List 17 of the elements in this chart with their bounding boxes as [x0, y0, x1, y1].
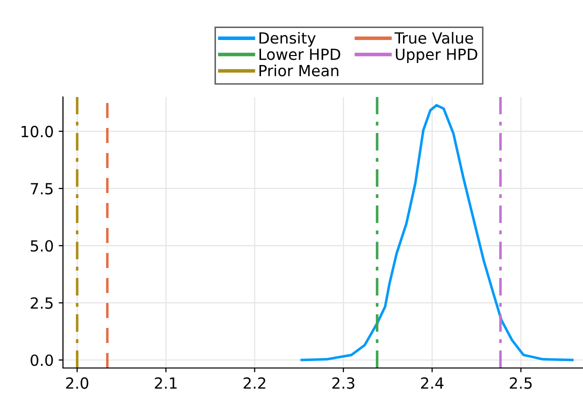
y-tick-label: 0.0 — [30, 354, 53, 366]
y-tick-label: 5.0 — [30, 240, 53, 252]
x-tick-label: 2.2 — [244, 377, 266, 389]
legend-label: Density — [260, 32, 316, 47]
y-tick-label: 2.5 — [30, 297, 53, 309]
x-tick-label: 2.5 — [510, 377, 532, 389]
x-tick-label: 2.3 — [332, 377, 354, 389]
y-tick-label: 7.5 — [30, 183, 53, 194]
line-series — [300, 104, 574, 362]
y-tick-label: 10.0 — [22, 126, 53, 138]
legend-label: Lower HPD — [260, 48, 340, 60]
legend-label: Prior Mean — [260, 64, 338, 76]
legend-label: True Value — [394, 32, 474, 44]
x-tick-label: 2.1 — [154, 377, 177, 389]
x-tick-label: 2.4 — [421, 377, 444, 389]
legend-label: Upper HPD — [396, 48, 478, 64]
x-tick-label: 2.0 — [66, 377, 88, 389]
